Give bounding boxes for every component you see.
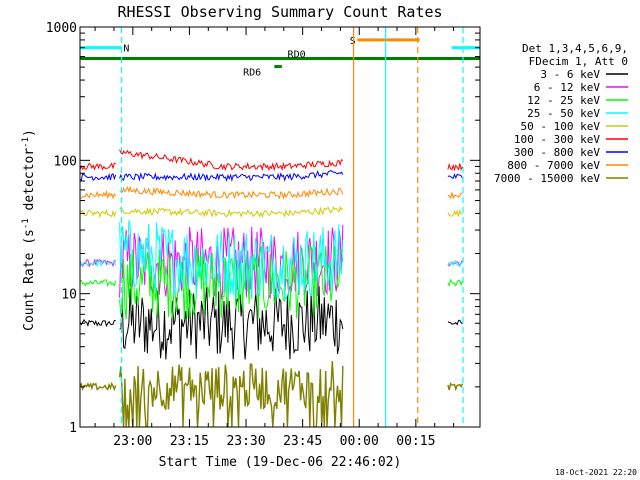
flag-label: N [123,44,129,55]
x-tick-label: 23:30 [226,434,265,449]
legend-label: 12 - 25 keV [527,94,600,107]
flag-label: RD0 [288,50,306,61]
y-tick-label: 10 [61,288,77,303]
y-tick-label: 100 [54,154,77,169]
x-tick-label: 23:45 [283,434,322,449]
legend-header: Det 1,3,4,5,6,9, [522,42,628,55]
series-line [80,361,464,427]
y-tick-label: 1000 [46,21,77,36]
y-axis-label: Count Rate (s-1 detector-1) [21,129,37,331]
y-axis-label-sup2: -1 [21,137,31,148]
series-line [80,219,463,301]
y-axis-label-main: Count Rate (s [22,229,37,331]
legend-label: 50 - 100 keV [521,120,601,133]
x-tick-label: 23:00 [113,434,152,449]
timestamp: 18-Oct-2021 22:20 [555,468,637,477]
y-axis-label-mid: detector [22,148,37,219]
x-axis: 23:00 23:15 23:30 23:45 00:00 00:15 [94,27,455,449]
y-tick-label: 1 [69,421,77,436]
series-line [80,205,463,219]
vertical-markers [120,27,464,427]
x-axis-label: Start Time (19-Dec-06 22:46:02) [159,455,402,470]
flag-label: RD6 [243,68,261,79]
plot-frame [79,26,481,428]
flag-label: S [350,36,356,47]
series-line [80,185,463,200]
series-line [80,285,463,360]
legend-label: 7000 - 15000 keV [494,172,600,185]
x-tick-label: 00:00 [340,434,379,449]
legend-label: 100 - 300 keV [514,133,600,146]
y-axis-label-end: ) [22,129,37,137]
flag-layer: N S RD0 RD6 [80,36,480,79]
legend-label: 300 - 800 keV [514,146,600,159]
x-tick-label: 00:15 [396,434,435,449]
y-axis-label-sup: -1 [21,218,31,229]
series-line [80,149,463,172]
series-line [80,169,463,182]
chart-title: RHESSI Observing Summary Count Rates [117,3,442,21]
legend: Det 1,3,4,5,6,9,FDecim 1, Att 03 - 6 keV… [494,42,628,185]
series-line [80,244,463,320]
legend-label: 3 - 6 keV [540,68,600,81]
legend-label: 25 - 50 keV [527,107,600,120]
x-tick-label: 23:15 [170,434,209,449]
legend-label: 6 - 12 keV [534,81,601,94]
series-layer [80,149,464,427]
legend-header: FDecim 1, Att 0 [529,55,628,68]
y-axis: 1 10 100 1000 [46,21,480,436]
legend-label: 800 - 7000 keV [507,159,600,172]
